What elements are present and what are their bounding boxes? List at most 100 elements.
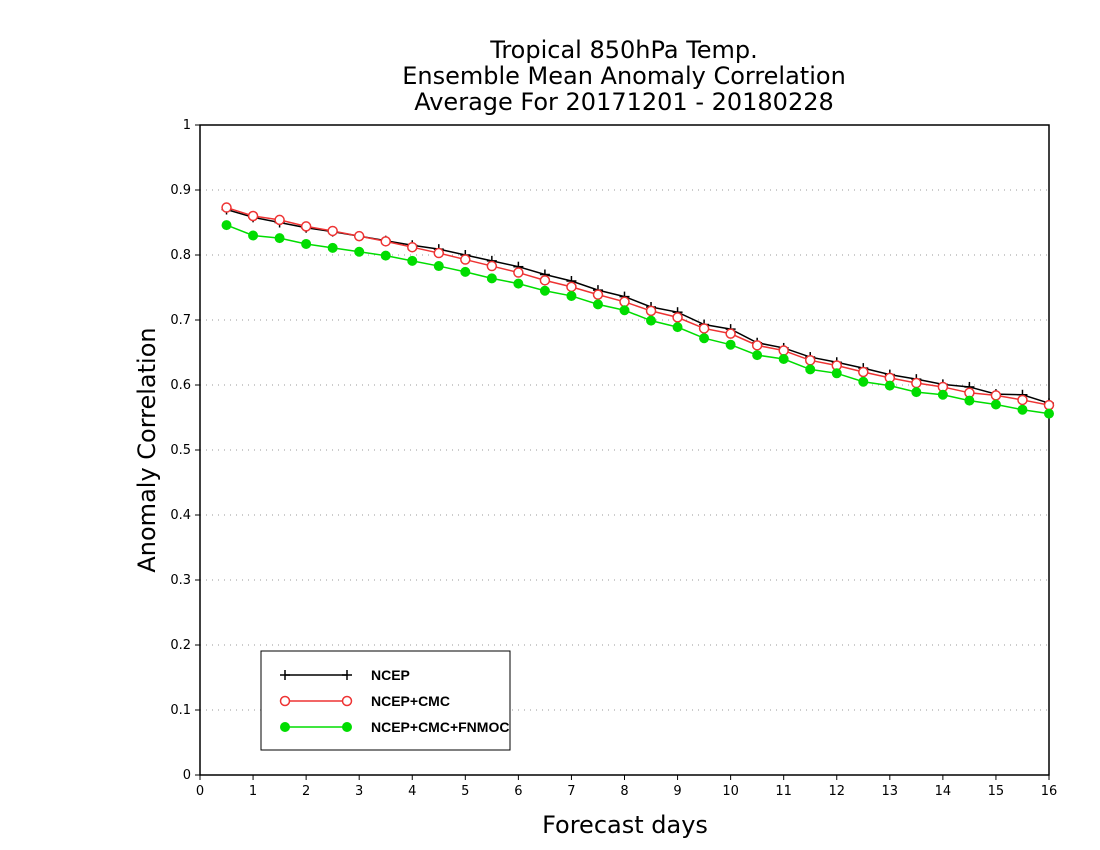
data-point-ncep-cmc-fnmoc [699,333,710,344]
x-tick-label: 11 [775,784,792,799]
data-point-ncep-cmc-fnmoc [301,238,312,249]
x-tick-label: 15 [988,784,1005,799]
data-point-ncep-cmc-fnmoc [831,368,842,379]
y-tick-label: 1 [183,118,191,133]
legend-entry-ncep: NCEP [280,667,410,683]
y-tick-label: 0.3 [170,573,191,588]
data-point-ncep-cmc-fnmoc [778,354,789,364]
data-point-ncep-cmc-fnmoc [460,266,471,277]
data-point-ncep-cmc-fnmoc [380,250,391,261]
x-tick-label: 9 [673,784,681,799]
data-point-ncep-cmc [804,355,816,366]
data-point-ncep-cmc-fnmoc [221,220,232,231]
data-point-ncep-cmc-fnmoc [327,242,338,253]
data-point-ncep-cmc-fnmoc [805,364,816,375]
legend-label-ncep-cmc: NCEP+CMC [371,693,450,709]
y-tick-label: 0 [183,768,191,783]
y-tick-label: 0.5 [170,443,191,458]
data-point-ncep-cmc [592,289,604,300]
x-tick-label: 14 [935,784,952,799]
legend-marker-ncep [280,670,290,680]
data-point-ncep-cmc [513,267,524,278]
series-layer [221,202,1055,419]
x-tick-label: 16 [1041,784,1058,799]
data-point-ncep-cmc [698,323,710,334]
y-tick-label: 0.7 [170,313,191,328]
x-tick-label: 0 [196,784,204,799]
data-point-ncep-cmc [858,366,869,378]
legend-label-ncep: NCEP [371,667,410,683]
legend-marker-ncep-cmc [341,695,353,707]
data-point-ncep-cmc [407,241,418,253]
data-point-ncep-cmc [619,296,630,308]
x-tick-label: 13 [882,784,899,799]
data-point-ncep-cmc [353,230,365,242]
data-point-ncep-cmc [645,305,657,317]
legend-marker-ncep-cmc-fnmoc [280,722,290,732]
data-point-ncep-cmc [380,236,391,247]
chart-title-line-1: Tropical 850hPa Temp. [489,36,758,64]
data-point-ncep-cmc-fnmoc [274,233,285,244]
data-point-ncep-cmc [539,275,551,286]
data-point-ncep-cmc-fnmoc [672,322,683,333]
data-point-ncep-cmc [990,390,1002,401]
data-point-ncep-cmc [725,328,736,339]
chart-title-line-3: Average For 20171201 - 20180228 [414,88,834,116]
data-point-ncep-cmc [778,345,789,356]
data-point-ncep-cmc [247,210,259,222]
data-point-ncep-cmc-fnmoc [884,380,895,391]
data-point-ncep-cmc-fnmoc [646,315,657,326]
data-point-ncep-cmc-fnmoc [752,350,763,361]
data-point-ncep-cmc-fnmoc [592,299,603,310]
data-point-ncep-cmc [486,260,498,272]
y-tick-label: 0.2 [170,638,191,653]
data-point-ncep-cmc [566,281,577,293]
data-point-ncep-cmc [274,214,285,226]
y-axis-ticks: 0 0.1 0.2 0.3 0.4 0.5 0.6 0.7 0.8 0.9 1 [170,118,200,783]
y-tick-label: 0.9 [170,183,191,198]
x-tick-label: 10 [722,784,739,799]
x-tick-label: 7 [567,784,575,799]
data-point-ncep-cmc-fnmoc [911,387,922,398]
y-tick-label: 0.4 [170,508,191,523]
data-point-ncep-cmc [1017,394,1028,406]
series-line-ncep-cmc [226,206,1050,406]
x-tick-label: 12 [828,784,845,799]
data-point-ncep-cmc [460,254,471,265]
chart-title-line-2: Ensemble Mean Anomaly Correlation [402,62,846,90]
data-point-ncep-cmc [751,340,763,351]
data-point-ncep-cmc-fnmoc [566,290,577,301]
x-axis-ticks: 0 1 2 3 4 5 6 7 8 9 10 11 12 13 14 15 16 [196,775,1057,799]
chart-title: Tropical 850hPa Temp. Ensemble Mean Anom… [402,36,846,116]
y-axis-label: Anomaly Correlation [133,327,161,572]
series-ncep-cmc [221,202,1055,411]
x-axis-label: Forecast days [542,811,708,839]
data-point-ncep-cmc-fnmoc [990,399,1001,410]
y-tick-label: 0.8 [170,248,191,263]
x-tick-label: 4 [408,784,416,799]
data-point-ncep-cmc [911,377,922,389]
data-point-ncep-cmc [1043,399,1055,411]
legend: NCEP NCEP+CMC NCEP+CMC+FNMOC [260,650,511,751]
legend-label-ncep-cmc-fnmoc: NCEP+CMC+FNMOC [371,719,509,735]
data-point-ncep-cmc [327,225,338,237]
data-point-ncep-cmc-fnmoc [354,246,365,257]
data-point-ncep-cmc [221,202,232,213]
data-point-ncep-cmc-fnmoc [248,230,259,241]
gridlines [200,124,1049,711]
legend-marker-ncep [342,670,352,680]
series-line-ncep-cmc-fnmoc [226,224,1050,415]
data-point-ncep-cmc [672,312,683,323]
data-point-ncep-cmc [300,221,312,232]
data-point-ncep-cmc-fnmoc [619,305,630,316]
data-point-ncep-cmc-fnmoc [725,339,736,350]
x-tick-label: 8 [620,784,628,799]
y-tick-label: 0.1 [170,703,191,718]
y-tick-label: 0.6 [170,378,191,393]
x-tick-label: 1 [249,784,257,799]
data-point-ncep-cmc-fnmoc [486,273,497,284]
series-ncep-cmc-fnmoc [221,220,1054,419]
legend-marker-ncep-cmc-fnmoc [342,722,352,732]
data-point-ncep-cmc-fnmoc [1044,408,1054,419]
